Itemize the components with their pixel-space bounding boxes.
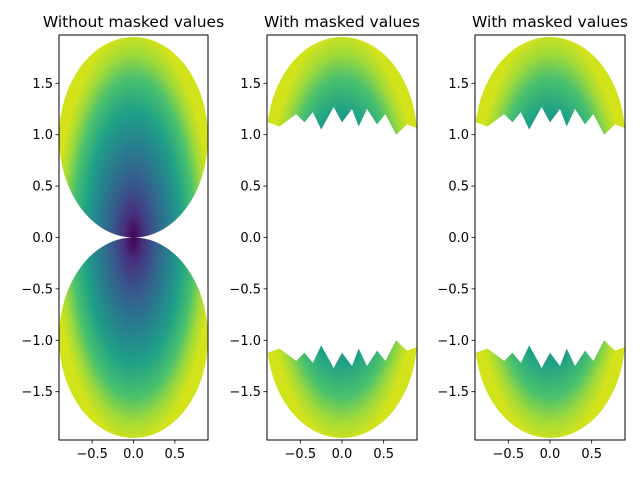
y-tick-label: 0.0 (32, 231, 53, 246)
y-tick-label: 1.0 (32, 128, 53, 143)
upper-lobe (59, 37, 208, 238)
y-tick-label: 1.5 (448, 77, 469, 92)
x-tick-label: −0.5 (285, 447, 317, 462)
y-tick-label: −0.5 (21, 282, 53, 297)
y-tick-label: −1.0 (21, 334, 53, 349)
x-ticks: −0.5 0.0 0.5 (76, 440, 185, 462)
y-ticks: −1.5 −1.0 −0.5 0.0 0.5 1.0 1.5 (229, 77, 267, 400)
upper-lobe (475, 37, 625, 238)
panel-title: With masked values (264, 13, 420, 31)
y-ticks: −1.5 −1.0 −0.5 0.0 0.5 1.0 1.5 (437, 77, 475, 400)
y-tick-label: −1.0 (229, 334, 261, 349)
y-tick-label: −1.5 (229, 385, 261, 400)
y-tick-label: −0.5 (437, 282, 469, 297)
y-tick-label: 0.5 (240, 180, 261, 195)
x-ticks: −0.5 0.0 0.5 (285, 440, 394, 462)
x-tick-label: 0.5 (165, 447, 186, 462)
y-tick-label: 1.5 (240, 77, 261, 92)
upper-lobe (267, 37, 417, 238)
y-tick-label: 0.0 (240, 231, 261, 246)
x-tick-label: −0.5 (493, 447, 525, 462)
y-tick-label: −1.0 (437, 334, 469, 349)
y-tick-label: −1.5 (21, 385, 53, 400)
y-tick-label: 1.5 (32, 77, 53, 92)
plot-area (267, 37, 417, 438)
x-ticks: −0.5 0.0 0.5 (493, 440, 602, 462)
y-tick-label: 1.0 (240, 128, 261, 143)
y-tick-label: 1.0 (448, 128, 469, 143)
lower-lobe (267, 237, 417, 438)
lower-lobe (59, 237, 208, 438)
panel-title: Without masked values (43, 13, 224, 31)
y-tick-label: 0.5 (448, 180, 469, 195)
y-tick-label: −1.5 (437, 385, 469, 400)
plot-area (475, 37, 625, 438)
x-tick-label: 0.5 (581, 447, 602, 462)
y-tick-label: 0.0 (448, 231, 469, 246)
y-tick-label: 0.5 (32, 180, 53, 195)
x-tick-label: −0.5 (76, 447, 108, 462)
panel-title: With masked values (472, 13, 628, 31)
panel-3: With masked values −0.5 0.0 0.5 −1.5 −1.0 −0… (437, 13, 628, 462)
plot-area (59, 37, 208, 438)
lower-lobe (475, 237, 625, 438)
panel-1: Without masked values −0.5 0.0 0.5 −1.5−1.… (21, 13, 224, 462)
x-tick-label: 0.0 (332, 447, 353, 462)
y-tick-label: −0.5 (229, 282, 261, 297)
y-ticks: −1.5 −1.0 −0.5 0.0 0.5 1.0 1.5 (21, 77, 59, 400)
x-tick-label: 0.5 (373, 447, 394, 462)
x-tick-label: 0.0 (123, 447, 144, 462)
x-tick-label: 0.0 (540, 447, 561, 462)
panel-2: With masked values −0.5 0.0 0.5 −1.5 −1.0 −0… (229, 13, 420, 462)
